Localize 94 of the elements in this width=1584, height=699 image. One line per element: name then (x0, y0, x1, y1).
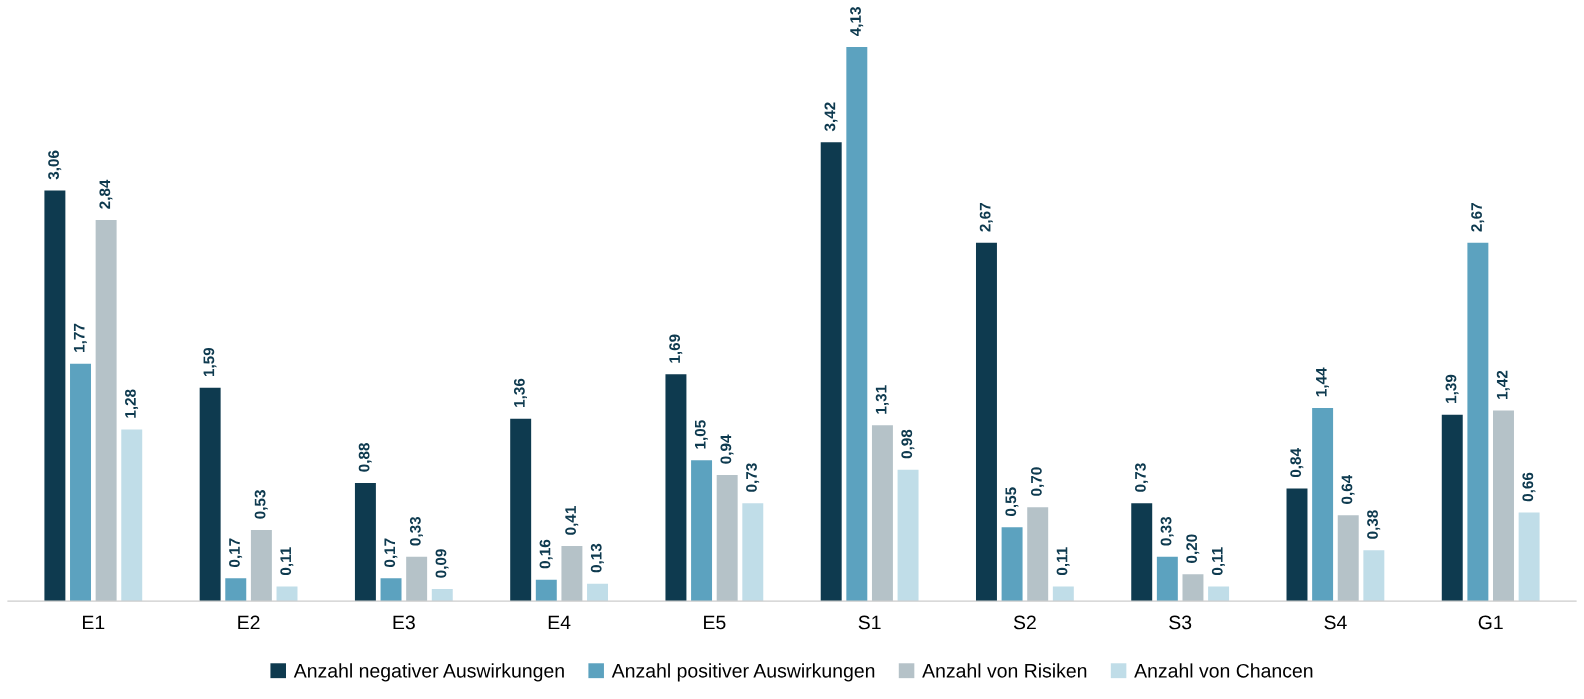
data-label: 0,38 (1367, 510, 1381, 539)
data-label: 0,73 (1135, 463, 1149, 492)
legend-label: Anzahl positiver Auswirkungen (611, 663, 875, 682)
data-label: 0,41 (565, 506, 579, 535)
data-label: 0,16 (539, 539, 553, 569)
bar (510, 418, 532, 602)
bar (871, 425, 893, 602)
bar (1182, 574, 1204, 602)
data-label: 0,70 (1030, 467, 1045, 496)
x-tick-label: E4 (548, 615, 571, 630)
bar (1441, 414, 1463, 602)
bar (535, 579, 557, 602)
data-label: 0,33 (409, 516, 423, 546)
data-label: 0,73 (746, 463, 760, 492)
x-tick-label: S3 (1169, 615, 1192, 630)
bar (1363, 550, 1385, 602)
bar (44, 190, 66, 602)
data-label: 0,94 (720, 434, 734, 464)
data-label: 2,67 (979, 203, 993, 232)
bar (975, 242, 997, 602)
data-label: 0,09 (435, 549, 449, 578)
data-label: 0,55 (1005, 487, 1019, 516)
legend-label: Anzahl von Risiken (922, 663, 1087, 678)
x-tick-label: S4 (1324, 615, 1347, 630)
data-label: 0,11 (280, 547, 294, 576)
bar (354, 483, 376, 602)
data-label: 0,33 (1160, 516, 1174, 546)
data-label: 0,66 (1522, 472, 1536, 502)
bar (820, 142, 842, 602)
data-label: 0,88 (358, 443, 372, 472)
bar (1467, 242, 1489, 602)
data-label: 1,36 (513, 378, 527, 407)
x-tick-label: E1 (83, 615, 105, 630)
data-label: 1,28 (125, 389, 139, 418)
bar (1208, 586, 1230, 602)
data-label: 1,39 (1445, 374, 1459, 403)
data-label: 0,64 (1341, 474, 1355, 504)
data-label: 3,42 (824, 102, 838, 132)
data-label: 2,84 (99, 179, 113, 209)
bar (121, 429, 143, 602)
bar (70, 363, 91, 602)
data-label: 4,13 (850, 7, 864, 36)
legend-label: Anzahl von Chancen (1134, 663, 1313, 678)
data-label: 2,67 (1471, 203, 1485, 232)
bar (250, 530, 272, 602)
bar (561, 546, 583, 602)
bar (1027, 507, 1049, 602)
data-label: 0,17 (229, 538, 243, 567)
x-tick-label: E5 (704, 615, 726, 630)
data-label: 1,69 (669, 334, 683, 363)
bar (1312, 407, 1334, 602)
bar (1052, 586, 1074, 602)
data-label: 1,77 (73, 323, 87, 352)
bar (1493, 410, 1514, 602)
bar (225, 578, 247, 602)
data-label: 0,17 (384, 538, 398, 567)
bar (846, 46, 868, 602)
x-tick-label: G1 (1478, 615, 1503, 630)
bar (587, 583, 609, 602)
bar (95, 220, 117, 602)
bar (742, 503, 764, 602)
bar (665, 374, 687, 602)
data-label: 1,59 (203, 347, 217, 377)
bar (431, 589, 453, 602)
bar (1156, 556, 1178, 602)
x-tick-label: S2 (1013, 615, 1036, 630)
bar (1286, 488, 1308, 602)
bar (1131, 503, 1153, 602)
x-tick-label: S1 (858, 615, 881, 630)
data-label: 0,98 (901, 429, 915, 459)
data-label: 3,06 (48, 150, 62, 180)
x-tick-label: E3 (393, 615, 415, 630)
bar (897, 469, 919, 602)
bar (199, 387, 221, 602)
bar (716, 475, 738, 602)
bar (1337, 515, 1359, 602)
data-label: 1,31 (875, 385, 889, 414)
data-label: 0,84 (1290, 448, 1304, 478)
legend-label: Anzahl negativer Auswirkungen (293, 663, 564, 682)
data-label: 1,42 (1496, 370, 1510, 399)
data-label: 0,11 (1211, 547, 1225, 576)
bar (406, 556, 428, 602)
data-label: 0,53 (254, 490, 268, 519)
bar (1518, 512, 1540, 602)
data-label: 1,05 (694, 420, 708, 449)
x-tick-label: E2 (238, 615, 260, 630)
bar (276, 586, 298, 602)
bar (691, 460, 713, 602)
data-label: 0,13 (590, 543, 604, 573)
bar (380, 578, 402, 602)
bar (1001, 527, 1023, 602)
data-label: 0,20 (1186, 534, 1200, 563)
data-label: 1,44 (1316, 367, 1329, 397)
data-label: 0,11 (1056, 547, 1070, 576)
